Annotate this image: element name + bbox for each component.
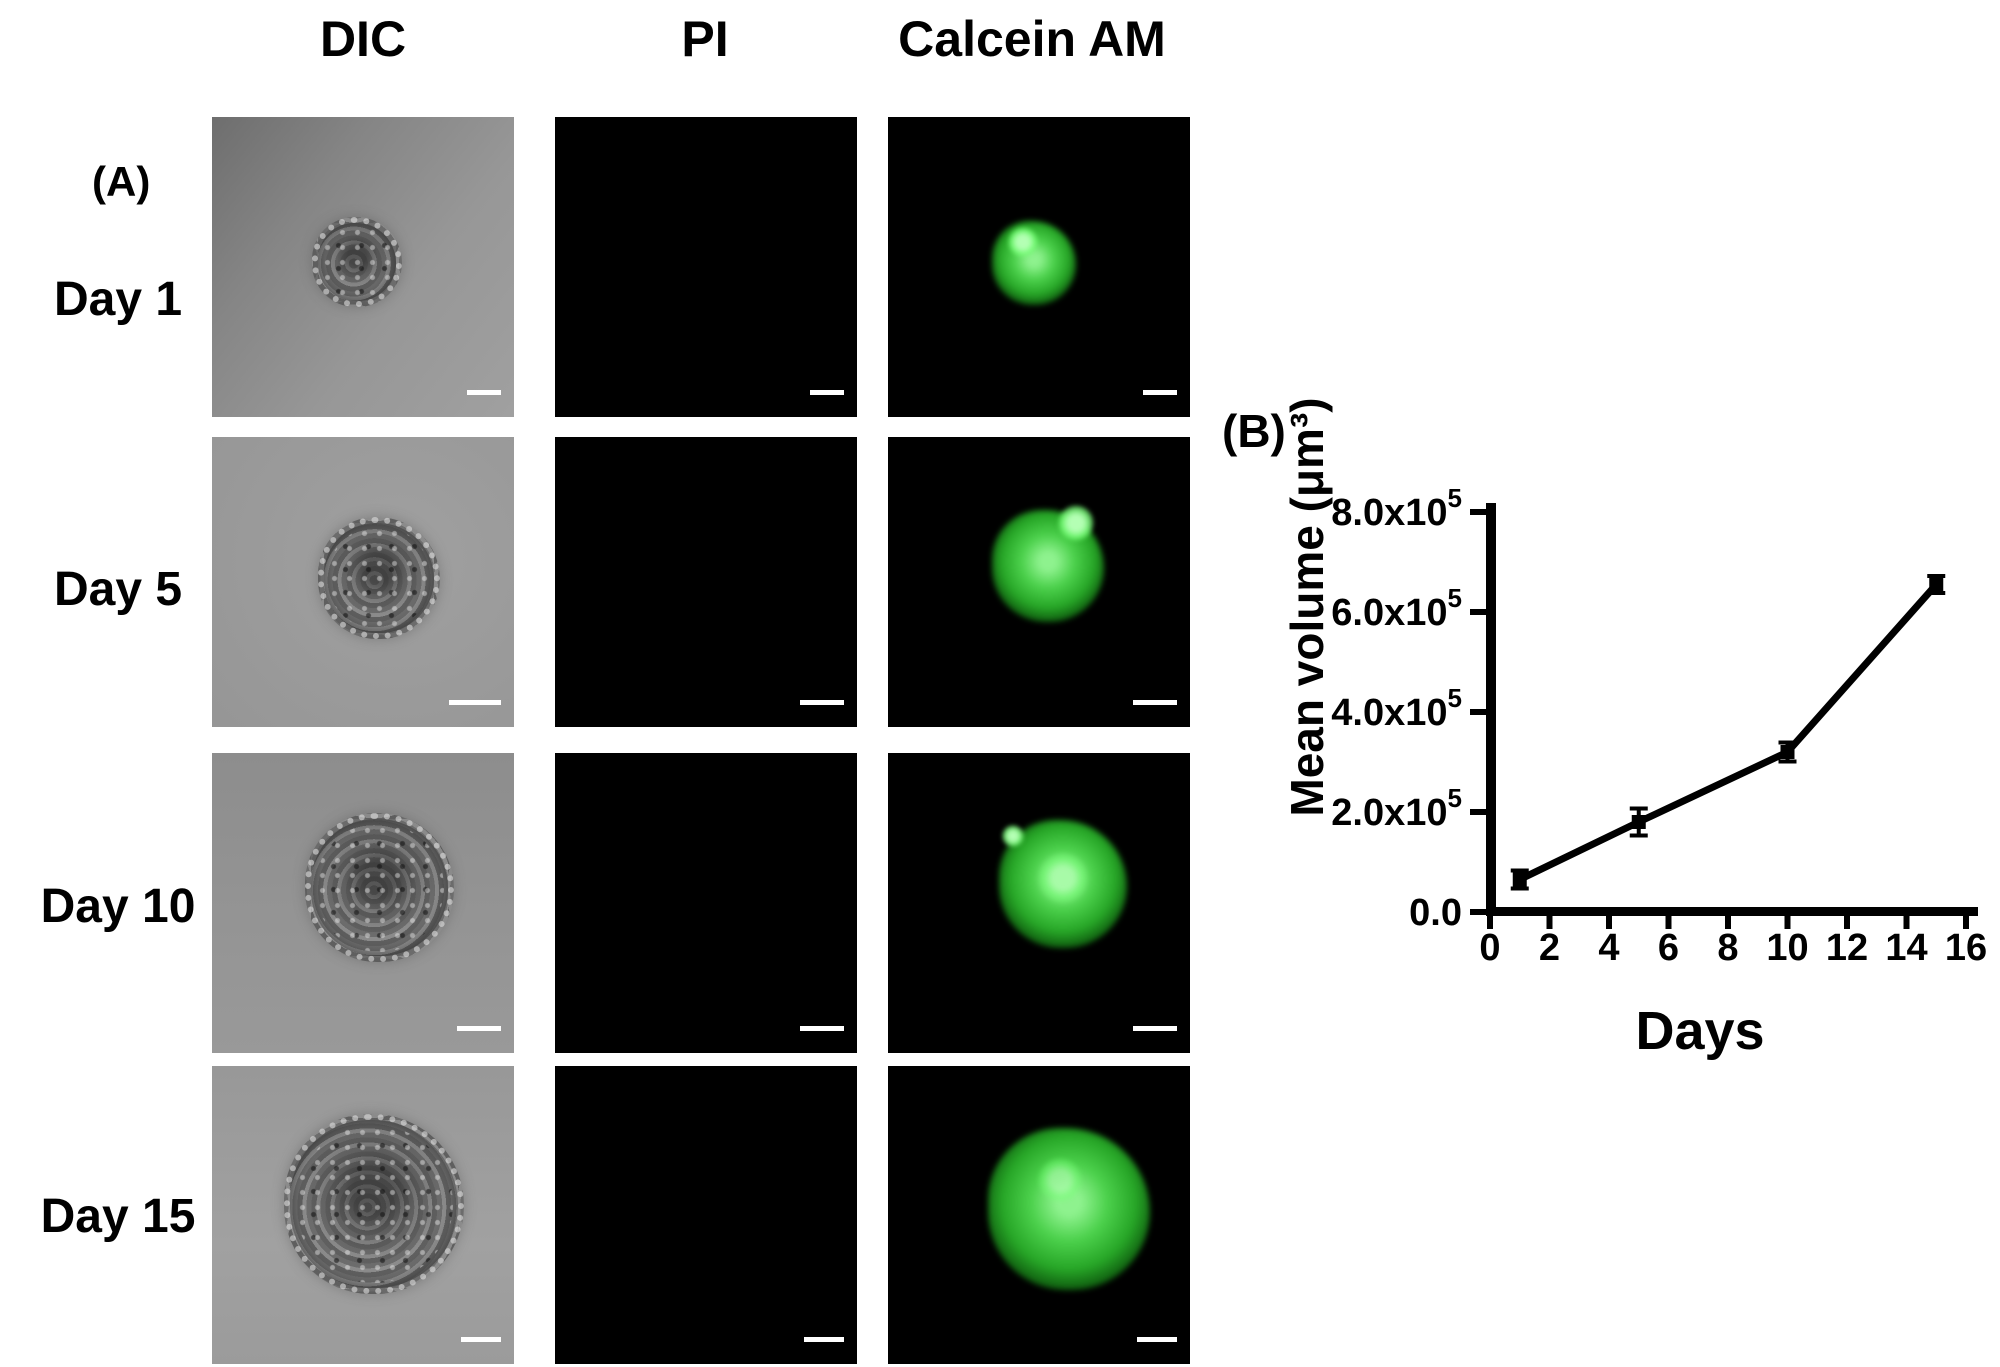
column-header-pi: PI [681,11,729,67]
x-tick [1844,916,1850,929]
scale-bar [800,1026,844,1031]
y-tick-label: 8.0x105 [1331,483,1462,534]
panel-day5-pi [555,437,857,727]
column-header-dic: DIC [319,11,407,67]
data-point-marker [1512,872,1527,887]
data-point-marker [1929,577,1944,592]
row-label-day-15: Day 15 [40,1190,196,1243]
panel-day10-dic [212,753,514,1053]
spheroid-day10 [305,813,454,962]
column-header-calcein-am: Calcein AM [898,11,1166,67]
y-tick [1470,509,1486,515]
calcein-bright-spot [1008,227,1038,257]
panel-day1-dic [212,117,514,417]
panel-day15-dic [212,1066,514,1364]
panel-day1-calcein [888,117,1190,417]
spheroid-day5 [318,517,440,639]
series-line [1518,582,1939,883]
panel-day1-pi [555,117,857,417]
panel-day10-pi [555,753,857,1053]
x-tick-label: 14 [1885,927,1927,969]
y-tick-label: 6.0x105 [1331,583,1462,634]
panel-day5-calcein [888,437,1190,727]
panel-a-label: (A) [92,158,151,205]
y-tick [1470,909,1486,915]
spheroid-day15 [284,1114,464,1294]
scale-bar [461,1337,501,1342]
scale-bar [1137,1337,1177,1342]
x-tick-label: 8 [1717,927,1738,969]
panel-b-label: (B) [1222,405,1286,457]
calcein-blob-day15 [988,1128,1150,1290]
spheroid-day1 [312,217,402,307]
scale-bar [1133,700,1177,705]
x-tick-label: 12 [1826,927,1868,969]
x-tick [1606,916,1612,929]
x-axis-line [1486,907,1978,916]
panel-day15-calcein [888,1066,1190,1364]
x-axis-title: Days [1635,1001,1765,1061]
x-tick-label: 0 [1479,927,1500,969]
x-tick-label: 10 [1766,927,1808,969]
x-tick [1487,916,1493,929]
y-tick [1470,709,1486,715]
x-tick-label: 6 [1658,927,1679,969]
calcein-bright-spot [1002,825,1024,847]
y-tick-label: 2.0x105 [1331,783,1462,834]
x-tick [1903,916,1910,929]
scale-bar [449,700,501,705]
scale-bar [1143,390,1177,395]
scale-bar [804,1337,844,1342]
panel-day15-pi [555,1066,857,1364]
panel-day10-calcein [888,753,1190,1053]
calcein-bright-spot [1038,853,1088,903]
x-tick-label: 2 [1539,927,1560,969]
calcein-bright-spot [1038,1158,1082,1202]
row-label-day-1: Day 1 [53,273,183,326]
row-label-day-5: Day 5 [53,563,183,616]
x-tick [1546,916,1553,929]
x-tick [1784,916,1791,929]
scale-bar [467,390,501,395]
growth-curve-chart: 8.0x105 6.0x105 4.0x105 2.0x105 0.0 0 2 4 6 8 10 12… [1331,483,1987,969]
scale-bar [810,390,844,395]
scale-bar [457,1026,501,1031]
y-tick-label: 0.0 [1409,892,1462,934]
x-tick [1963,916,1969,929]
data-point-marker [1780,745,1795,759]
y-tick [1470,809,1486,815]
y-tick-label: 4.0x105 [1331,683,1462,734]
x-tick [1725,916,1731,929]
x-tick-label: 16 [1945,927,1987,969]
data-point-marker [1631,815,1646,829]
y-tick [1470,609,1486,615]
x-tick [1665,916,1672,929]
y-axis-line [1486,503,1496,916]
calcein-bright-spot [1058,505,1094,541]
scale-bar [800,700,844,705]
row-label-day-10: Day 10 [40,880,196,933]
scale-bar [1133,1026,1177,1031]
panel-day5-dic [212,437,514,727]
x-tick-label: 4 [1598,927,1619,969]
